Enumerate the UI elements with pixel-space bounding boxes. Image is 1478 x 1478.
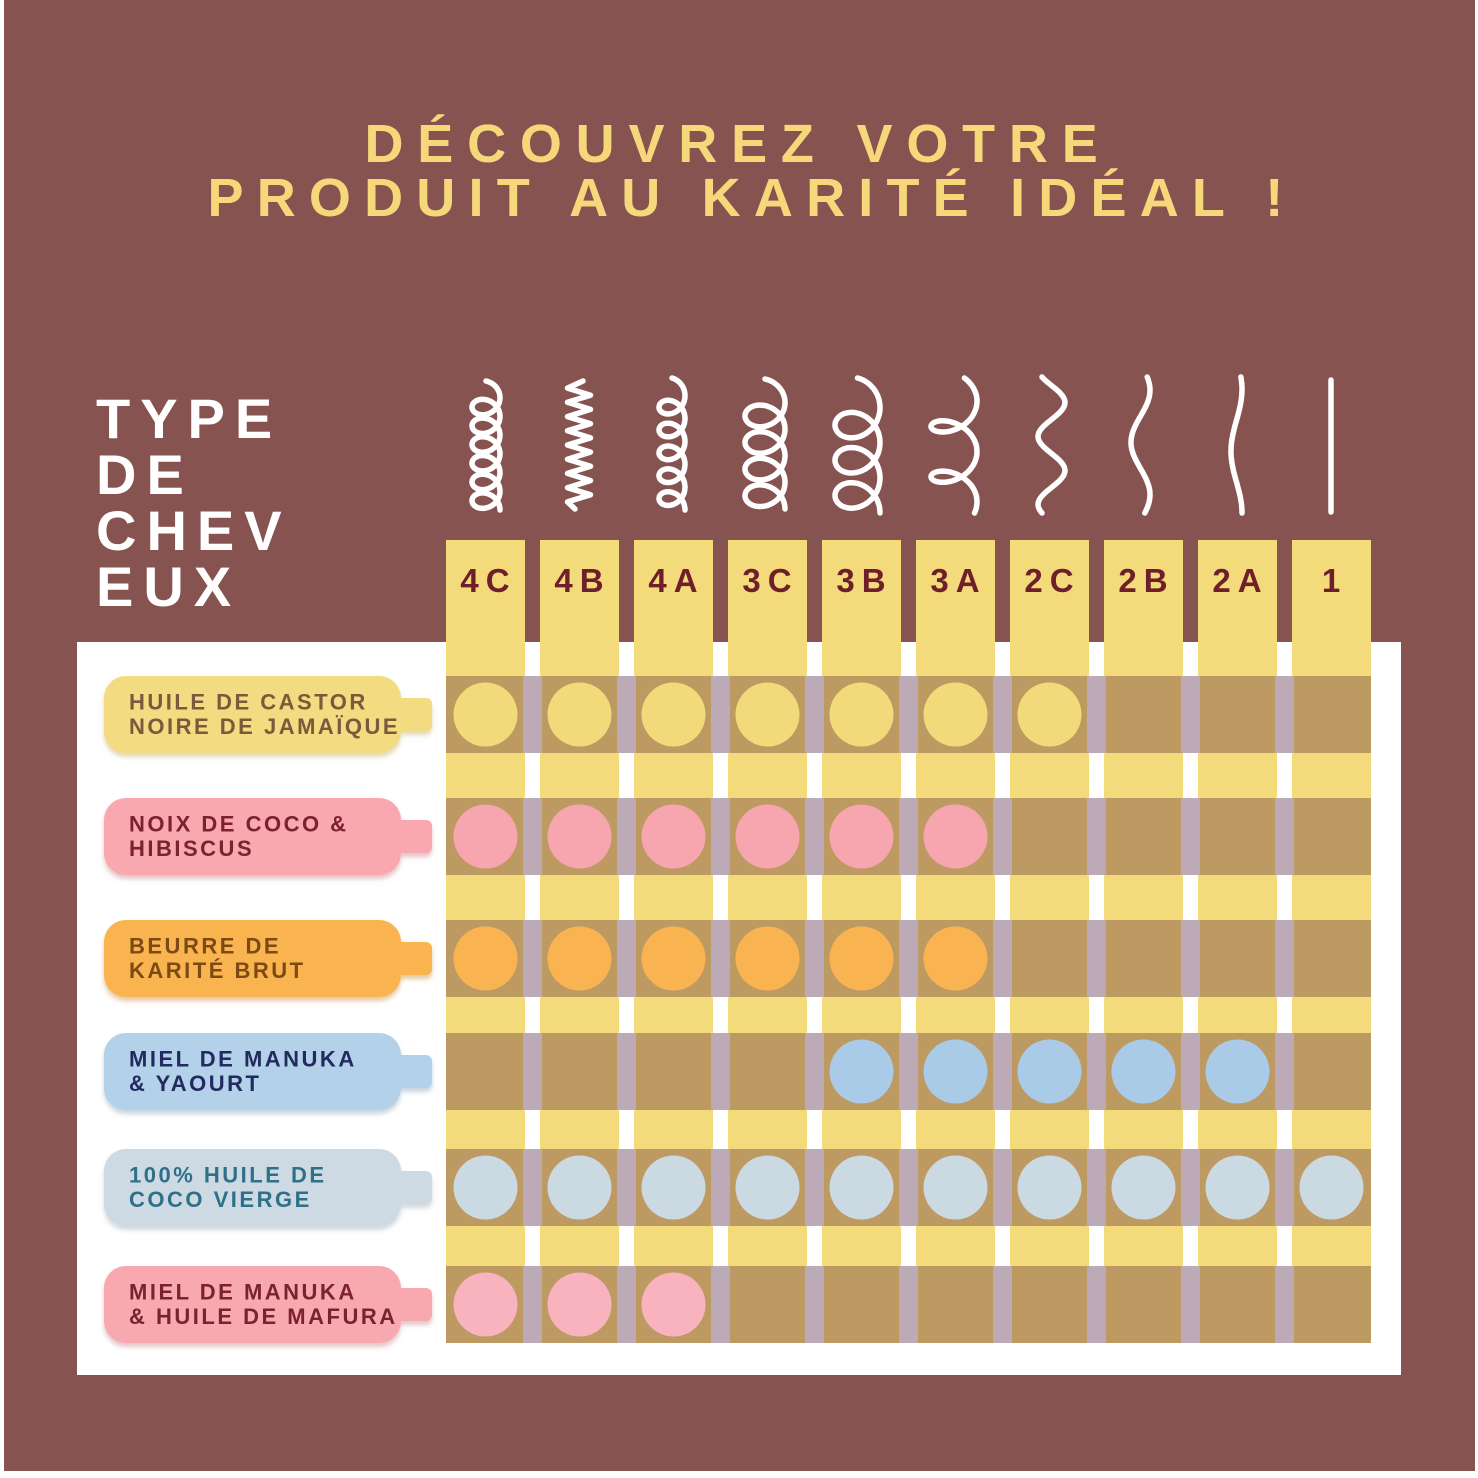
svg-text:HIBISCUS: HIBISCUS	[129, 836, 254, 861]
svg-text:MIEL DE MANUKA: MIEL DE MANUKA	[129, 1280, 357, 1305]
svg-text:3B: 3B	[836, 562, 892, 599]
svg-text:4A: 4A	[648, 562, 704, 599]
svg-text:KARITÉ BRUT: KARITÉ BRUT	[129, 958, 306, 983]
svg-text:4B: 4B	[554, 562, 610, 599]
svg-text:CHEV: CHEV	[96, 499, 292, 562]
svg-text:DÉCOUVREZ VOTRE: DÉCOUVREZ VOTRE	[364, 114, 1111, 174]
svg-text:3A: 3A	[930, 562, 986, 599]
svg-text:3C: 3C	[742, 562, 798, 599]
svg-text:2B: 2B	[1118, 562, 1174, 599]
svg-text:EUX: EUX	[96, 555, 241, 618]
svg-text:BEURRE DE: BEURRE DE	[129, 934, 281, 959]
svg-text:2A: 2A	[1212, 562, 1268, 599]
svg-text:NOIRE DE JAMAÏQUE: NOIRE DE JAMAÏQUE	[129, 714, 400, 739]
svg-text:100% HUILE DE: 100% HUILE DE	[129, 1163, 327, 1188]
svg-text:PRODUIT AU KARITÉ IDÉAL !: PRODUIT AU KARITÉ IDÉAL !	[207, 168, 1296, 228]
svg-text:HUILE DE CASTOR: HUILE DE CASTOR	[129, 690, 368, 715]
svg-text:TYPE: TYPE	[96, 387, 282, 450]
svg-text:COCO VIERGE: COCO VIERGE	[129, 1187, 312, 1212]
svg-text:2C: 2C	[1024, 562, 1080, 599]
svg-text:MIEL DE MANUKA: MIEL DE MANUKA	[129, 1047, 357, 1072]
svg-text:1: 1	[1322, 562, 1347, 599]
svg-text:& HUILE DE MAFURA: & HUILE DE MAFURA	[129, 1304, 398, 1329]
svg-text:DE: DE	[96, 443, 194, 506]
svg-text:4C: 4C	[460, 562, 516, 599]
svg-text:NOIX DE COCO &: NOIX DE COCO &	[129, 812, 349, 837]
svg-text:& YAOURT: & YAOURT	[129, 1071, 261, 1096]
